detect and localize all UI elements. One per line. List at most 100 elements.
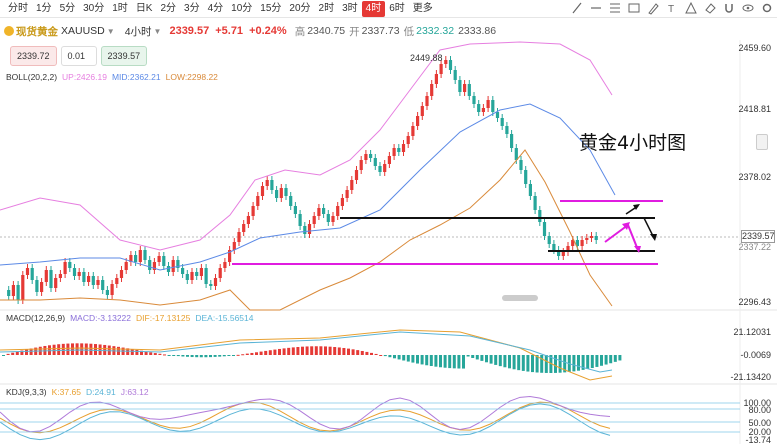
candle-body bbox=[101, 280, 105, 290]
dea-value: DEA:-15.56514 bbox=[195, 313, 254, 323]
shape-icon[interactable] bbox=[685, 1, 697, 15]
candle-body bbox=[561, 252, 565, 256]
kdj-legend: KDJ(9,3,3) K:37.65 D:24.91 J:63.12 bbox=[6, 387, 149, 397]
boll-up: UP:2426.19 bbox=[62, 72, 107, 82]
timeframe-1[interactable]: 1分 bbox=[36, 2, 52, 14]
horizontal-line-icon[interactable] bbox=[590, 1, 602, 15]
bollinger-bands bbox=[0, 41, 616, 311]
timeframe-3[interactable]: 30分 bbox=[83, 2, 105, 14]
macd-bar bbox=[374, 353, 378, 355]
macd-bar bbox=[503, 355, 507, 368]
timeframe-0[interactable]: 分时 bbox=[8, 2, 28, 14]
candle-body bbox=[209, 284, 213, 286]
buy-price-button[interactable]: 2339.57 bbox=[100, 46, 148, 66]
timeframe-9[interactable]: 10分 bbox=[231, 2, 253, 14]
candle-body bbox=[7, 290, 11, 296]
macd-bar bbox=[429, 355, 433, 367]
macd-bar bbox=[480, 355, 484, 361]
macd-bar bbox=[61, 343, 65, 355]
timeframe-5[interactable]: 日K bbox=[135, 2, 153, 14]
macd-bar bbox=[57, 344, 61, 355]
candle-body bbox=[585, 238, 589, 240]
axis-settings-icon[interactable] bbox=[756, 134, 768, 150]
chart-annotation[interactable]: 黄金4小时图 bbox=[579, 132, 687, 154]
macd-bar bbox=[163, 354, 166, 356]
timeframe-7[interactable]: 3分 bbox=[184, 2, 200, 14]
high-value: 2340.75 bbox=[307, 25, 346, 37]
candle-body bbox=[204, 268, 208, 284]
candle-body bbox=[176, 260, 180, 268]
candle-body bbox=[35, 280, 39, 292]
candle-body bbox=[223, 262, 227, 268]
interval-label[interactable]: 4小时 bbox=[124, 25, 152, 38]
close-value: 2333.86 bbox=[458, 25, 497, 37]
text-icon[interactable]: T bbox=[666, 1, 678, 15]
fib-icon[interactable] bbox=[609, 1, 621, 15]
macd-bar bbox=[190, 355, 194, 358]
macd-bar bbox=[153, 353, 157, 355]
boll-name[interactable]: BOLL(20,2,2) bbox=[6, 72, 58, 82]
macd-bar bbox=[130, 349, 134, 355]
timeframe-12[interactable]: 2时 bbox=[318, 2, 335, 14]
macd-bar bbox=[351, 349, 355, 355]
eye-icon[interactable] bbox=[742, 1, 754, 15]
macd-axis-3: -21.13420 bbox=[730, 372, 771, 382]
macd-bar bbox=[287, 347, 291, 355]
macd-bar bbox=[48, 345, 51, 355]
candle-body bbox=[378, 166, 382, 172]
candle-body bbox=[256, 196, 260, 206]
open-label: 开 bbox=[349, 25, 360, 38]
candle-body bbox=[322, 208, 326, 214]
candle-body bbox=[213, 278, 218, 286]
candle-body bbox=[472, 96, 476, 104]
timeframe-13[interactable]: 3时 bbox=[342, 2, 358, 14]
candle-body bbox=[392, 148, 396, 156]
timeframe-10[interactable]: 15分 bbox=[260, 2, 282, 14]
timeframe-2[interactable]: 5分 bbox=[59, 2, 76, 14]
macd-name[interactable]: MACD(12,26,9) bbox=[6, 313, 66, 323]
macd-bar bbox=[75, 343, 79, 355]
symbol-dropdown-icon[interactable]: ▼ bbox=[106, 26, 115, 36]
trendline-icon[interactable] bbox=[571, 1, 583, 15]
settings-icon[interactable] bbox=[761, 1, 773, 15]
candle-body bbox=[425, 96, 429, 106]
timeframe-14[interactable]: 4时 bbox=[361, 0, 386, 17]
interval-dropdown-icon[interactable]: ▼ bbox=[153, 26, 162, 36]
macd-bar bbox=[236, 354, 240, 356]
macd-bar bbox=[416, 355, 419, 364]
macd-bar bbox=[452, 355, 456, 369]
axis-label-4: 2337.22 bbox=[738, 242, 771, 252]
macd-histogram bbox=[2, 343, 622, 373]
sell-price-button[interactable]: 2339.72 bbox=[10, 46, 57, 66]
timeframe-4[interactable]: 1时 bbox=[112, 2, 128, 14]
timeframe-8[interactable]: 4分 bbox=[207, 2, 224, 14]
symbol-code[interactable]: XAUUSD bbox=[61, 25, 105, 37]
macd-bar bbox=[393, 355, 396, 359]
open-value: 2337.73 bbox=[361, 25, 400, 37]
magnet-icon[interactable] bbox=[723, 1, 735, 15]
boll-lower-line bbox=[0, 149, 613, 311]
macd-bar bbox=[356, 350, 360, 355]
eraser-icon[interactable] bbox=[704, 1, 716, 15]
macd-bar bbox=[439, 355, 442, 368]
candle-body bbox=[105, 290, 109, 295]
macd-bar bbox=[512, 355, 516, 370]
timeframe-16[interactable]: 更多 bbox=[412, 2, 433, 14]
candle-body bbox=[373, 158, 377, 166]
kdj-axis-5: -13.74 bbox=[745, 435, 771, 444]
measure-icon[interactable] bbox=[628, 1, 640, 15]
lot-size-input[interactable]: 0.01 bbox=[60, 46, 97, 66]
brush-icon[interactable] bbox=[647, 1, 659, 15]
candle-body bbox=[401, 144, 406, 152]
candle-body bbox=[21, 275, 25, 300]
timeframe-6[interactable]: 2分 bbox=[160, 2, 177, 14]
candle-body bbox=[298, 214, 302, 226]
macd-lines bbox=[0, 329, 613, 381]
symbol-name[interactable]: 现货黄金 bbox=[16, 25, 58, 38]
timeframe-15[interactable]: 6时 bbox=[389, 2, 405, 14]
timeframe-11[interactable]: 20分 bbox=[289, 2, 311, 14]
kdj-name[interactable]: KDJ(9,3,3) bbox=[6, 387, 47, 397]
candle-body bbox=[547, 236, 551, 244]
macd-bar bbox=[554, 355, 557, 373]
